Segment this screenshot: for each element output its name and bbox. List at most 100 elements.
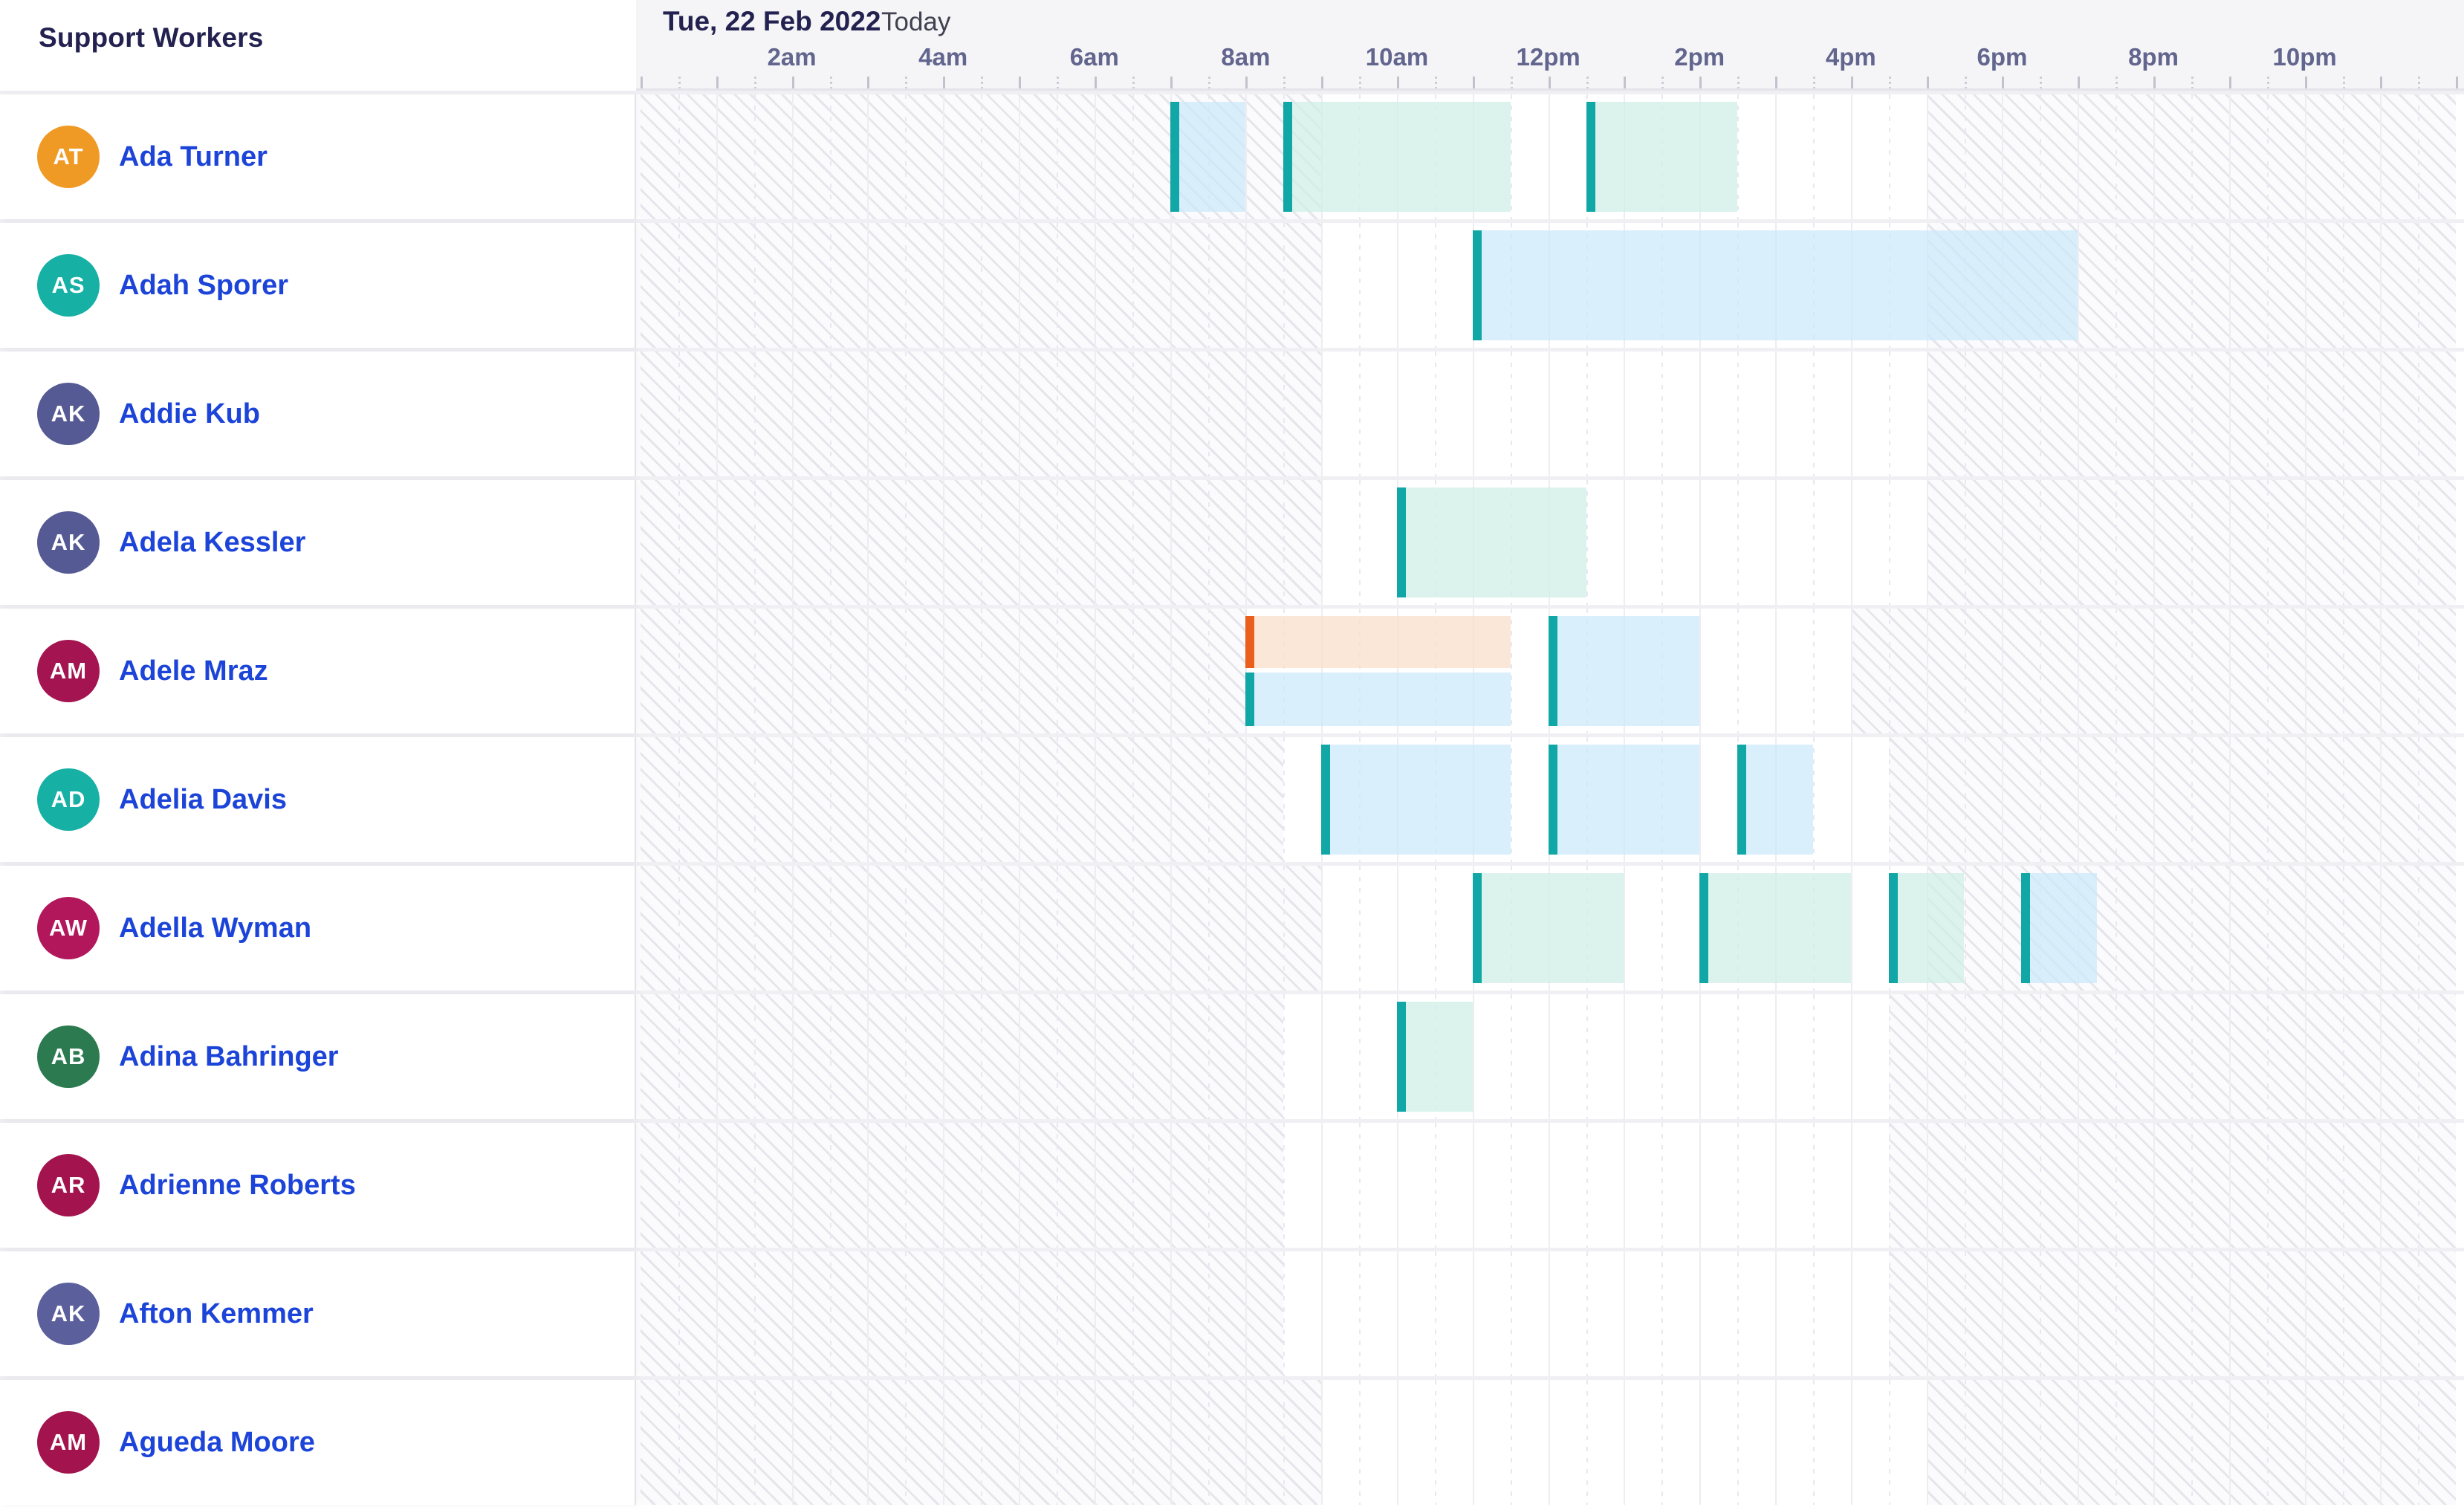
gridline bbox=[981, 737, 983, 862]
gridline bbox=[2078, 1380, 2080, 1505]
gridline bbox=[943, 609, 945, 733]
shift-block[interactable] bbox=[1548, 745, 1700, 855]
worker-cell[interactable]: AS Adah Sporer bbox=[0, 223, 636, 348]
gridline bbox=[2002, 351, 2004, 476]
gridline bbox=[2002, 609, 2004, 733]
unavailable-region bbox=[1888, 1123, 2457, 1248]
gridline bbox=[943, 94, 945, 219]
gridline bbox=[1170, 1251, 1172, 1376]
gridline bbox=[1283, 1251, 1286, 1376]
gridline bbox=[2040, 94, 2042, 219]
shift-block[interactable] bbox=[2020, 873, 2097, 983]
worker-name[interactable]: Addie Kub bbox=[119, 398, 260, 430]
worker-cell[interactable]: AK Adela Kessler bbox=[0, 480, 636, 605]
worker-cell[interactable]: AK Addie Kub bbox=[0, 351, 636, 476]
gridline bbox=[1472, 351, 1474, 476]
left-panel-header: Support Workers bbox=[0, 0, 636, 91]
shift-block[interactable] bbox=[1548, 616, 1700, 726]
gridline bbox=[2380, 994, 2382, 1119]
worker-name[interactable]: Adelia Davis bbox=[119, 783, 287, 815]
worker-name[interactable]: Adrienne Roberts bbox=[119, 1169, 356, 1201]
worker-cell[interactable]: AR Adrienne Roberts bbox=[0, 1123, 636, 1248]
worker-cell[interactable]: AM Agueda Moore bbox=[0, 1380, 636, 1505]
shift-block[interactable] bbox=[1472, 230, 2078, 340]
gridline bbox=[1850, 480, 1852, 605]
shift-block[interactable] bbox=[1170, 102, 1246, 212]
axis-tick bbox=[943, 77, 946, 88]
worker-cell[interactable]: AT Ada Turner bbox=[0, 94, 636, 219]
shift-block[interactable] bbox=[1397, 1002, 1473, 1112]
gridline bbox=[1245, 1123, 1248, 1248]
gridline bbox=[1510, 737, 1512, 862]
gridline bbox=[791, 351, 794, 476]
worker-cell[interactable]: AB Adina Bahringer bbox=[0, 994, 636, 1119]
gridline bbox=[1132, 609, 1134, 733]
shift-block[interactable] bbox=[1245, 673, 1511, 726]
worker-name[interactable]: Adina Bahringer bbox=[119, 1040, 339, 1072]
gridline bbox=[716, 1251, 718, 1376]
today-button[interactable]: Today bbox=[881, 7, 951, 36]
gridline bbox=[1207, 223, 1210, 348]
shift-block[interactable] bbox=[1737, 745, 1813, 855]
worker-name[interactable]: Adah Sporer bbox=[119, 269, 289, 301]
worker-row: AK Addie Kub bbox=[0, 348, 2464, 476]
gridline bbox=[2078, 994, 2080, 1119]
gridline bbox=[1926, 1123, 1928, 1248]
worker-name[interactable]: Agueda Moore bbox=[119, 1426, 315, 1458]
gridline bbox=[1094, 1380, 1096, 1505]
gridline bbox=[2380, 351, 2382, 476]
gridline bbox=[2380, 480, 2382, 605]
gridline bbox=[1850, 737, 1852, 862]
date-label: Tue, 22 Feb 2022 bbox=[663, 6, 881, 36]
shift-block[interactable] bbox=[1397, 487, 1586, 597]
worker-name[interactable]: Adele Mraz bbox=[119, 655, 268, 687]
worker-name[interactable]: Adela Kessler bbox=[119, 526, 306, 558]
shift-block[interactable] bbox=[1245, 616, 1511, 668]
gridline bbox=[943, 737, 945, 862]
gridline bbox=[1472, 994, 1474, 1119]
gridline bbox=[943, 1123, 945, 1248]
unavailable-region bbox=[1888, 737, 2457, 862]
worker-name[interactable]: Ada Turner bbox=[119, 140, 268, 172]
gridline bbox=[1321, 480, 1323, 605]
shift-block[interactable] bbox=[1472, 873, 1624, 983]
gridline bbox=[2342, 866, 2344, 991]
worker-cell[interactable]: AK Afton Kemmer bbox=[0, 1251, 636, 1376]
shift-block[interactable] bbox=[1283, 102, 1511, 212]
gridline bbox=[829, 866, 831, 991]
gridline bbox=[2228, 609, 2231, 733]
gridline bbox=[791, 994, 794, 1119]
shift-block[interactable] bbox=[1586, 102, 1738, 212]
gridline bbox=[2228, 994, 2231, 1119]
worker-row: AT Ada Turner bbox=[0, 91, 2464, 219]
gridline bbox=[2380, 1380, 2382, 1505]
gridline bbox=[753, 480, 756, 605]
gridline bbox=[829, 480, 831, 605]
shift-block[interactable] bbox=[1888, 873, 1965, 983]
worker-name[interactable]: Adella Wyman bbox=[119, 912, 312, 944]
gridline bbox=[1207, 1251, 1210, 1376]
worker-cell[interactable]: AW Adella Wyman bbox=[0, 866, 636, 991]
axis-tick bbox=[753, 77, 756, 88]
shift-block[interactable] bbox=[1321, 745, 1511, 855]
worker-cell[interactable]: AD Adelia Davis bbox=[0, 737, 636, 862]
axis-tick bbox=[1510, 77, 1513, 88]
hour-label: 8pm bbox=[2128, 43, 2179, 71]
gridline bbox=[905, 223, 907, 348]
gridline bbox=[1283, 1380, 1286, 1505]
shift-start-bar bbox=[1888, 873, 1898, 983]
gridline bbox=[678, 1380, 680, 1505]
gridline bbox=[1737, 609, 1740, 733]
gridline bbox=[981, 94, 983, 219]
gridline bbox=[2418, 1123, 2420, 1248]
gridline bbox=[2153, 737, 2155, 862]
axis-tick bbox=[1850, 77, 1853, 88]
worker-name[interactable]: Afton Kemmer bbox=[119, 1297, 314, 1329]
shift-block[interactable] bbox=[1699, 873, 1851, 983]
gridline bbox=[1624, 994, 1626, 1119]
gridline bbox=[1094, 866, 1096, 991]
worker-cell[interactable]: AM Adele Mraz bbox=[0, 609, 636, 733]
axis-tick bbox=[1019, 77, 1021, 88]
gridline bbox=[2418, 737, 2420, 862]
gridline bbox=[1283, 994, 1286, 1119]
